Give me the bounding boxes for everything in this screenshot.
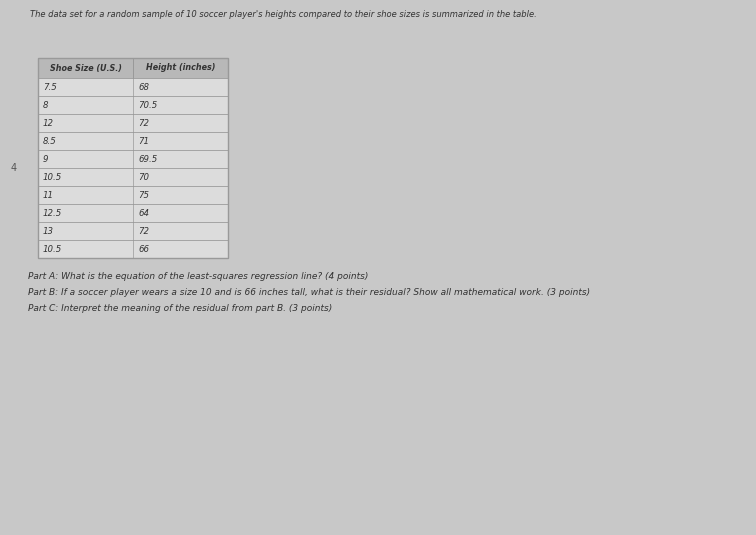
Bar <box>38 186 228 204</box>
Bar <box>38 58 228 258</box>
Text: 7.5: 7.5 <box>43 82 57 91</box>
Text: The data set for a random sample of 10 soccer player's heights compared to their: The data set for a random sample of 10 s… <box>30 10 537 19</box>
Bar <box>38 114 228 132</box>
Text: 72: 72 <box>138 226 149 235</box>
Text: 8.5: 8.5 <box>43 136 57 146</box>
Text: 68: 68 <box>138 82 149 91</box>
Text: 70.5: 70.5 <box>138 101 157 110</box>
Bar <box>38 58 228 78</box>
Text: 66: 66 <box>138 244 149 254</box>
Text: 72: 72 <box>138 118 149 127</box>
Bar <box>38 132 228 150</box>
Bar <box>38 240 228 258</box>
Text: 13: 13 <box>43 226 54 235</box>
Bar <box>38 222 228 240</box>
Text: 75: 75 <box>138 190 149 200</box>
Text: Height (inches): Height (inches) <box>146 64 215 73</box>
Text: 9: 9 <box>43 155 48 164</box>
Text: Part B: If a soccer player wears a size 10 and is 66 inches tall, what is their : Part B: If a soccer player wears a size … <box>28 288 590 297</box>
Text: 4: 4 <box>11 163 17 173</box>
Text: 64: 64 <box>138 209 149 218</box>
Bar <box>38 78 228 96</box>
Text: Shoe Size (U.S.): Shoe Size (U.S.) <box>50 64 122 73</box>
Text: 10.5: 10.5 <box>43 172 62 181</box>
Text: Part A: What is the equation of the least-squares regression line? (4 points): Part A: What is the equation of the leas… <box>28 272 368 281</box>
Bar <box>38 168 228 186</box>
Text: 8: 8 <box>43 101 48 110</box>
Text: 12.5: 12.5 <box>43 209 62 218</box>
Bar <box>38 204 228 222</box>
Text: 10.5: 10.5 <box>43 244 62 254</box>
Text: Part C: Interpret the meaning of the residual from part B. (3 points): Part C: Interpret the meaning of the res… <box>28 304 332 313</box>
Bar <box>38 96 228 114</box>
Text: 12: 12 <box>43 118 54 127</box>
Bar <box>38 150 228 168</box>
Text: 71: 71 <box>138 136 149 146</box>
Text: 70: 70 <box>138 172 149 181</box>
Text: 11: 11 <box>43 190 54 200</box>
Text: 69.5: 69.5 <box>138 155 157 164</box>
